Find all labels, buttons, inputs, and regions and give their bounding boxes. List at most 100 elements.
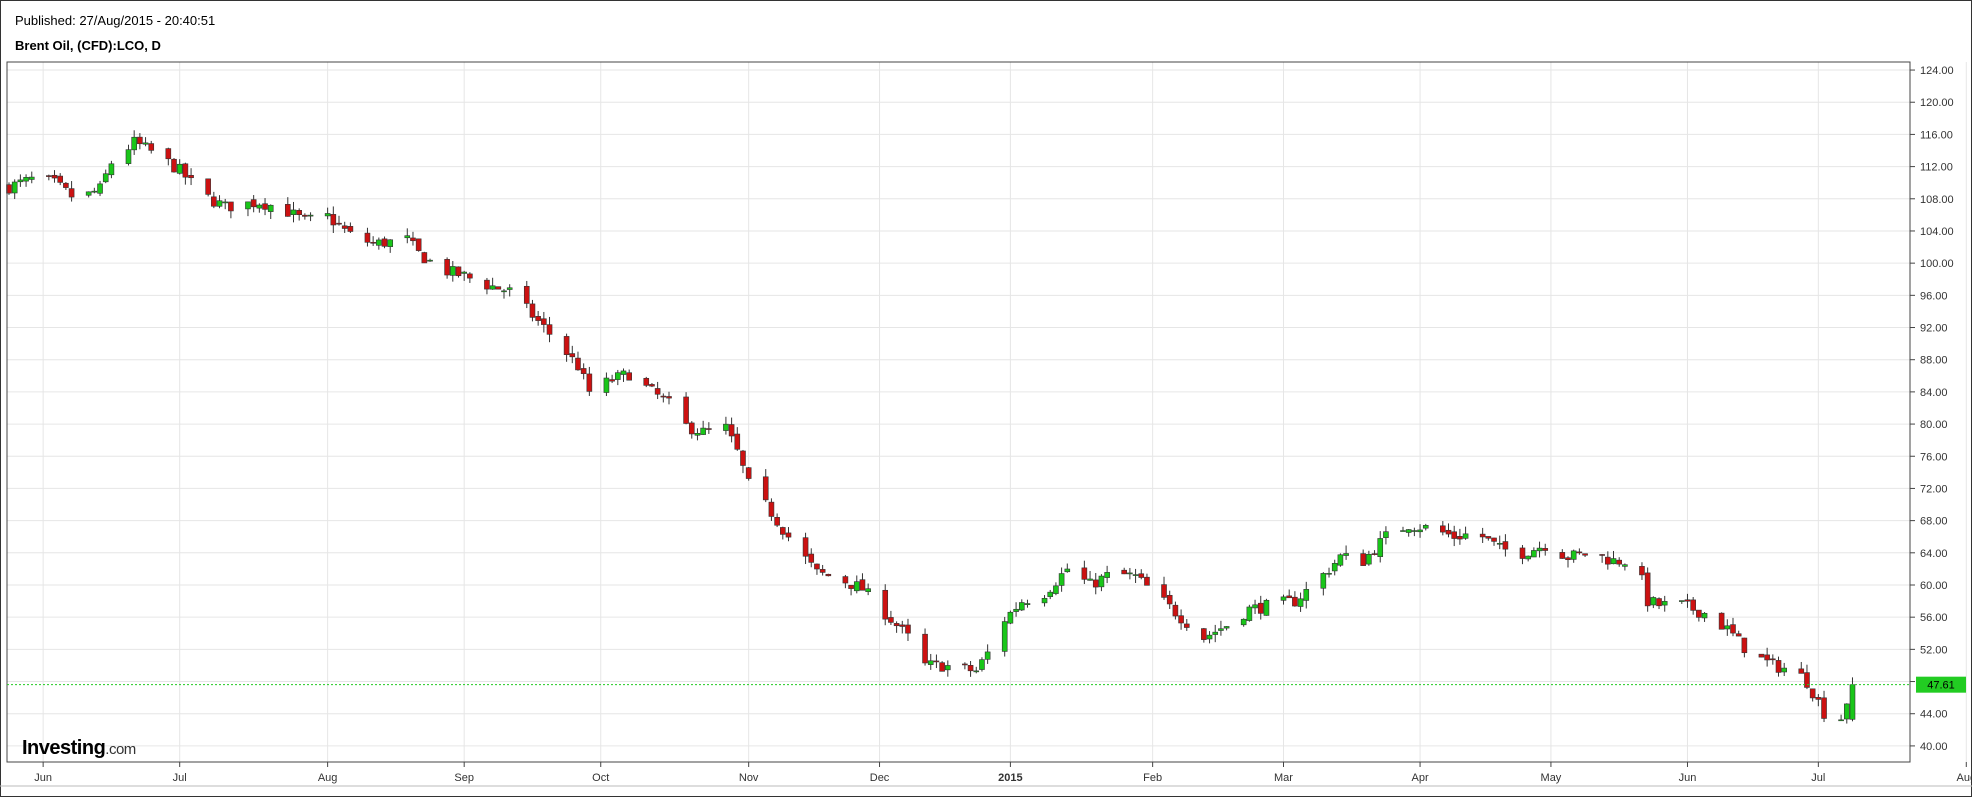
candle-down — [1286, 595, 1292, 599]
candle-up — [1252, 604, 1258, 609]
candle-down — [1798, 668, 1805, 674]
candle-down — [1138, 573, 1145, 578]
candle-down — [330, 214, 337, 226]
candle-up — [267, 204, 274, 212]
candle-up — [131, 136, 137, 151]
y-tick-label: 76.00 — [1920, 451, 1948, 463]
candle-down — [762, 476, 769, 501]
candle-down — [706, 428, 712, 430]
logo-brand: Investing — [22, 737, 106, 759]
candle-up — [1570, 550, 1577, 560]
candle-up — [1331, 563, 1338, 572]
candle-up — [700, 427, 706, 435]
candle-down — [626, 372, 632, 381]
candle-up — [1132, 574, 1139, 576]
x-tick-label: Jun — [34, 772, 52, 784]
candle-up — [324, 213, 331, 217]
last-price-badge — [1916, 676, 1966, 693]
candle-down — [819, 569, 826, 573]
candle-down — [1599, 554, 1605, 556]
candle-up — [1377, 538, 1384, 557]
candle-up — [1024, 603, 1031, 605]
candle-down — [580, 368, 587, 374]
candle-down — [68, 188, 75, 198]
candle-up — [1098, 575, 1105, 588]
candle-up — [1218, 628, 1224, 631]
candle-up — [1849, 684, 1856, 720]
candle-up — [1206, 634, 1213, 640]
candle-down — [666, 396, 672, 399]
candle-up — [1462, 533, 1469, 539]
candle-up — [1041, 597, 1048, 604]
candle-down — [962, 663, 968, 666]
candle-down — [1092, 579, 1099, 588]
candle-down — [563, 336, 570, 355]
candle-down — [1775, 660, 1782, 673]
candle-up — [1622, 564, 1628, 567]
y-tick-label: 64.00 — [1920, 548, 1948, 560]
investing-logo[interactable]: Investing.com — [22, 737, 136, 760]
candle-up — [404, 235, 411, 239]
candle-down — [1809, 688, 1816, 699]
x-tick-label: Oct — [592, 772, 609, 784]
candle-down — [1121, 569, 1127, 575]
candle-up — [1366, 553, 1372, 565]
candle-down — [740, 450, 746, 466]
candle-down — [1741, 637, 1748, 654]
candle-up — [1001, 621, 1008, 652]
candle-up — [1263, 599, 1270, 616]
candle-up — [506, 287, 513, 290]
x-tick-label: 2015 — [998, 772, 1022, 784]
candle-down — [171, 158, 177, 173]
candle-down — [893, 623, 900, 627]
candle-up — [1104, 572, 1110, 578]
candle-up — [245, 201, 251, 210]
x-tick-label: Aug — [318, 772, 338, 784]
x-tick-label: Mar — [1274, 772, 1293, 784]
candle-up — [1326, 572, 1332, 575]
candle-up — [1223, 626, 1230, 629]
candle-down — [1730, 624, 1736, 634]
candle-down — [1479, 533, 1486, 538]
candle-down — [211, 196, 217, 207]
candle-down — [649, 384, 655, 387]
candle-down — [814, 563, 820, 570]
candle-up — [1047, 591, 1054, 597]
candle-down — [1639, 566, 1645, 576]
candle-down — [859, 579, 866, 591]
candle-down — [905, 624, 911, 634]
candle-down — [1559, 552, 1566, 559]
candle-down — [1144, 576, 1150, 586]
candle-up — [1661, 601, 1668, 606]
candle-down — [1718, 612, 1725, 630]
candle-up — [256, 204, 263, 209]
candle-up — [927, 660, 934, 665]
candle-up — [1781, 667, 1788, 673]
candle-up — [865, 588, 871, 592]
x-tick-label: Jun — [1679, 772, 1697, 784]
y-tick-label: 60.00 — [1920, 580, 1948, 592]
candle-up — [694, 433, 701, 436]
candles — [6, 130, 1856, 724]
candle-down — [302, 214, 308, 217]
candle-down — [683, 396, 689, 424]
candle-up — [1297, 598, 1304, 607]
candle-down — [1485, 536, 1492, 539]
candle-up — [1411, 530, 1418, 532]
candle-down — [825, 573, 832, 577]
candle-up — [979, 659, 985, 670]
candle-down — [1445, 529, 1452, 535]
candle-up — [1007, 611, 1014, 624]
candle-down — [1821, 697, 1827, 719]
candle-down — [546, 324, 553, 335]
candle-down — [802, 537, 809, 557]
candle-down — [1502, 541, 1509, 550]
candle-down — [1656, 598, 1662, 607]
candle-down — [444, 259, 450, 276]
candle-up — [216, 200, 223, 207]
published-timestamp: Published: 27/Aug/2015 - 20:40:51 — [15, 13, 216, 28]
candle-down — [1565, 557, 1571, 561]
y-tick-label: 92.00 — [1920, 323, 1948, 335]
candle-down — [46, 175, 52, 177]
